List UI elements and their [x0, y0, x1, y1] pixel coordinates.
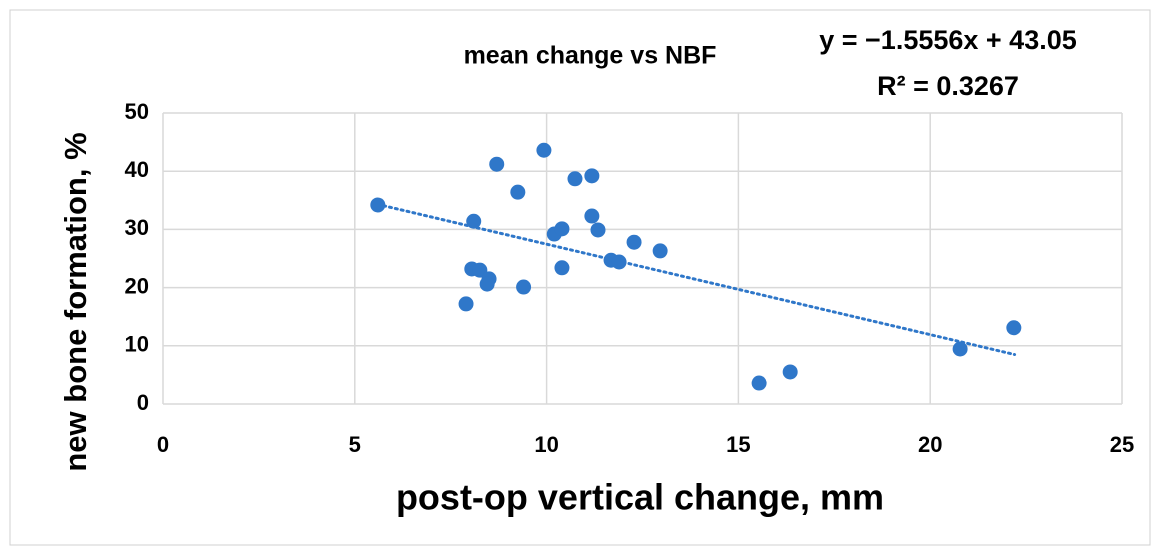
x-tick-label: 0 [157, 432, 169, 457]
data-point [516, 279, 532, 295]
x-tick-label: 10 [534, 432, 558, 457]
data-point [590, 222, 606, 238]
data-point [611, 254, 627, 270]
data-point [489, 156, 505, 172]
trendline [376, 202, 1017, 357]
data-point [626, 234, 642, 250]
y-tick-label: 50 [125, 99, 149, 124]
data-point [479, 276, 495, 292]
data-point [466, 213, 482, 229]
chart-border [9, 9, 1151, 546]
chart-title: mean change vs NBF [464, 42, 717, 70]
y-tick-label: 0 [137, 390, 149, 415]
data-point [584, 168, 600, 184]
equation: y = −1.5556x + 43.05 [819, 25, 1077, 55]
y-tick-label: 30 [125, 215, 149, 240]
data-point [370, 197, 386, 213]
data-point [536, 142, 552, 158]
data-point [1006, 320, 1022, 336]
data-point [458, 296, 474, 312]
y-tick-label: 20 [125, 273, 149, 298]
x-tick-label: 20 [918, 432, 942, 457]
x-axis-title: post-op vertical change, mm [396, 477, 884, 518]
r-squared: R² = 0.3267 [877, 71, 1019, 101]
data-point [554, 221, 570, 237]
data-point [751, 375, 767, 391]
x-tick-label: 25 [1110, 432, 1134, 457]
y-tick-label: 10 [125, 332, 149, 357]
data-point [782, 364, 798, 380]
x-tick-label: 5 [349, 432, 361, 457]
data-point [584, 208, 600, 224]
data-point [952, 341, 968, 357]
data-point [567, 171, 583, 187]
data-point [554, 260, 570, 276]
y-tick-label: 40 [125, 157, 149, 182]
data-point [652, 243, 668, 259]
x-tick-label: 15 [726, 432, 750, 457]
y-axis-title: new bone formation, % [58, 132, 93, 471]
data-point [510, 184, 526, 200]
